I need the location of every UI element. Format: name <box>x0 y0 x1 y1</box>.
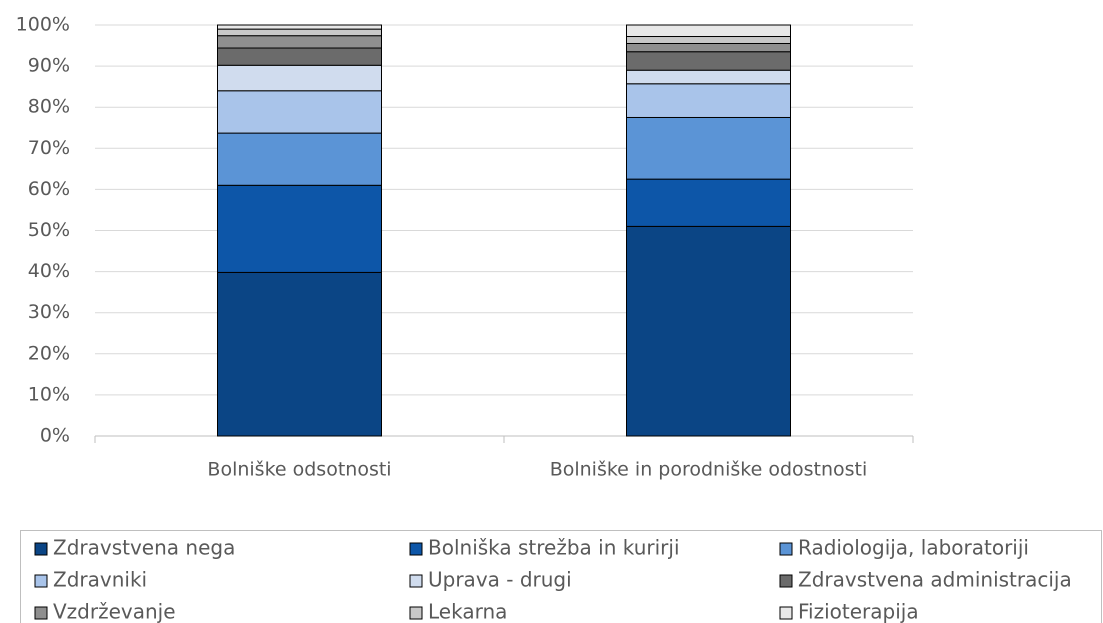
y-tick-label: 40% <box>28 260 70 282</box>
bar-segment <box>217 64 382 92</box>
legend-label: Lekarna <box>428 600 507 623</box>
y-tick-label: 20% <box>28 342 70 364</box>
legend-label: Bolniška strežba in kurirji <box>428 536 680 560</box>
legend-label: Radiologija, laboratoriji <box>798 536 1029 560</box>
y-tick-label: 0% <box>40 425 70 447</box>
legend-swatch <box>409 606 423 620</box>
bar-segment <box>626 178 791 227</box>
legend-swatch <box>34 542 48 556</box>
bar-segment <box>626 24 791 38</box>
bar-segment <box>626 225 791 437</box>
bar-segment <box>217 24 382 30</box>
legend-swatch <box>409 574 423 588</box>
y-tick-label: 70% <box>28 137 70 159</box>
y-tick-label: 80% <box>28 96 70 118</box>
x-tick-label: Bolniške odsotnosti <box>207 459 391 481</box>
bar-segment <box>217 28 382 37</box>
legend-label: Fizioterapija <box>798 600 919 623</box>
legend-label: Zdravstvena nega <box>53 536 235 560</box>
y-tick-label: 100% <box>16 14 70 36</box>
bar-segment <box>217 35 382 49</box>
bar-segment <box>217 271 382 437</box>
legend-label: Zdravstvena administracija <box>798 568 1072 592</box>
legend-label: Uprava - drugi <box>428 568 572 592</box>
y-tick-label: 10% <box>28 383 70 405</box>
legend-label: Zdravniki <box>53 568 147 592</box>
y-tick-label: 60% <box>28 178 70 200</box>
legend-swatch <box>409 542 423 556</box>
y-tick-label: 90% <box>28 55 70 77</box>
bar-segment <box>626 69 791 85</box>
bar-segment <box>217 132 382 186</box>
y-tick-label: 30% <box>28 301 70 323</box>
bar-segment <box>217 90 382 134</box>
legend-label: Vzdrževanje <box>53 600 176 623</box>
bar-segment <box>626 42 791 53</box>
legend-swatch <box>779 542 793 556</box>
bar-segment <box>217 184 382 273</box>
bar-segment <box>626 83 791 118</box>
legend-swatch <box>779 574 793 588</box>
y-tick-label: 50% <box>28 219 70 241</box>
legend-swatch <box>34 606 48 620</box>
bar-segment <box>626 116 791 180</box>
bar-segment <box>626 36 791 44</box>
legend-swatch <box>34 574 48 588</box>
x-tick-label: Bolniške in porodniške odostnosti <box>550 459 868 481</box>
bar-segment <box>217 47 382 66</box>
legend-box <box>20 530 1102 623</box>
bar-segment <box>626 51 791 71</box>
legend-swatch <box>779 606 793 620</box>
